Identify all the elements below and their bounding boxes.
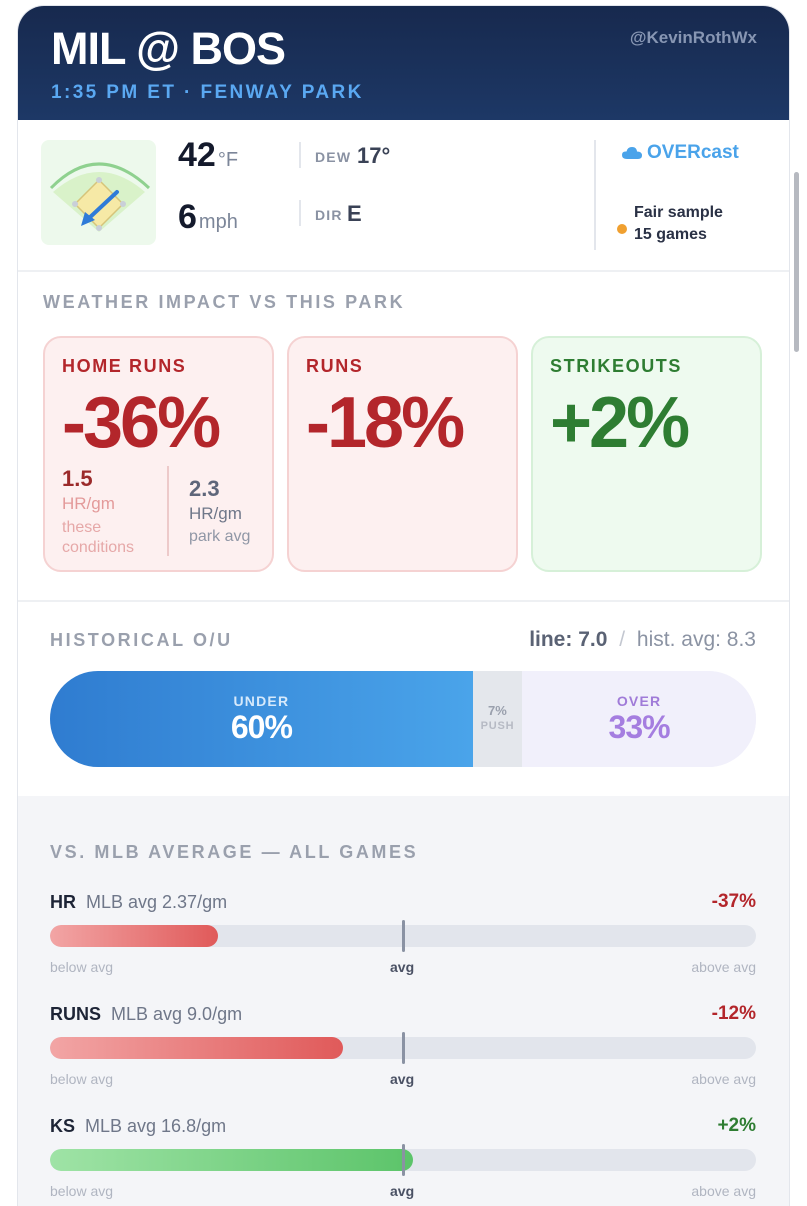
divider: [299, 200, 301, 226]
sample-size: Fair sample 15 games: [634, 202, 723, 246]
hr-conditions-value: 1.5: [62, 466, 93, 491]
push-segment: 7% PUSH: [472, 671, 523, 767]
home-runs-value: -36%: [62, 383, 221, 463]
runs-card: RUNS -18%: [287, 336, 518, 572]
below-avg-caption: below avg: [50, 959, 114, 975]
ou-divider: /: [619, 628, 626, 651]
cloud-icon: [622, 147, 642, 159]
stat-label: KS: [50, 1116, 76, 1136]
strikeouts-value: +2%: [550, 383, 690, 463]
ou-bar: UNDER 60% 7% PUSH OVER 33%: [50, 671, 756, 767]
sample-count: 15 games: [634, 226, 707, 243]
mlb-heading: VS. MLB AVERAGE — ALL GAMES: [50, 842, 419, 862]
hr-park-unit: HR/gm: [189, 504, 242, 523]
stat-label: RUNS: [50, 1004, 102, 1024]
over-label: OVER: [616, 693, 662, 709]
stat-mlb-avg: MLB avg 9.0/gm: [111, 1004, 243, 1024]
stat-delta: -12%: [711, 1003, 756, 1024]
hr-conditions-unit: HR/gm: [62, 494, 115, 513]
matchup-title: MIL @ BOS: [51, 23, 286, 74]
temperature-unit: °F: [217, 149, 239, 171]
avg-caption: avg: [390, 1071, 415, 1087]
sky-condition: OVERcast: [622, 142, 739, 164]
strikeouts-card: STRIKEOUTS +2%: [531, 336, 762, 572]
sample-quality: Fair sample: [634, 204, 723, 221]
caption-line: conditions: [62, 539, 135, 556]
dew-value: 17°: [357, 143, 391, 168]
stat-fill: [50, 925, 218, 947]
over-value: 33%: [608, 709, 671, 745]
strikeouts-label: STRIKEOUTS: [550, 356, 683, 376]
divider: [167, 466, 169, 556]
over-segment: OVER 33%: [522, 671, 756, 767]
mlb-comparison-section: VS. MLB AVERAGE — ALL GAMES HR MLB avg 2.…: [18, 796, 789, 1206]
push-label: PUSH: [480, 720, 515, 732]
avg-marker: [402, 920, 405, 952]
stat-delta: +2%: [717, 1115, 756, 1136]
runs-value: -18%: [306, 383, 465, 463]
above-avg-caption: above avg: [691, 959, 756, 975]
divider: [299, 142, 301, 168]
wind-speed-unit: mph: [198, 211, 238, 233]
below-avg-caption: below avg: [50, 1071, 114, 1087]
stat-mlb-avg: MLB avg 16.8/gm: [85, 1116, 227, 1136]
dew-label: DEW: [315, 149, 352, 165]
under-label: UNDER: [233, 693, 290, 709]
divider: [594, 140, 596, 250]
under-segment: UNDER 60%: [50, 671, 473, 767]
avg-caption: avg: [390, 959, 415, 975]
stat-delta: -37%: [711, 891, 756, 912]
author-handle[interactable]: @KevinRothWx: [629, 28, 757, 47]
below-avg-caption: below avg: [50, 1183, 114, 1199]
game-time-venue: 1:35 PM ET · FENWAY PARK: [51, 82, 364, 103]
above-avg-caption: above avg: [691, 1071, 756, 1087]
stat-fill: [50, 1037, 343, 1059]
push-value: 7%: [488, 703, 507, 718]
impact-heading: WEATHER IMPACT VS THIS PARK: [43, 292, 406, 312]
ou-line-info: line: 7.0 / hist. avg: 8.3: [529, 628, 756, 652]
stat-fill: [50, 1149, 414, 1171]
avg-marker: [402, 1032, 405, 1064]
game-card: MIL @ BOS 1:35 PM ET · FENWAY PARK @Kevi…: [18, 6, 789, 1206]
home-runs-card: HOME RUNS -36% 1.5 HR/gm these condition…: [43, 336, 274, 572]
home-runs-label: HOME RUNS: [62, 356, 187, 376]
historical-ou-section: HISTORICAL O/U line: 7.0 / hist. avg: 8.…: [18, 600, 789, 798]
dir-value: E: [347, 201, 362, 226]
ballpark-wind-icon: [41, 140, 156, 245]
temperature-value: 42: [178, 136, 216, 174]
stat-name: RUNS MLB avg 9.0/gm: [50, 1004, 242, 1025]
hr-park-caption: park avg: [189, 528, 251, 545]
stat-name: KS MLB avg 16.8/gm: [50, 1116, 226, 1137]
runs-label: RUNS: [306, 356, 364, 376]
above-avg-caption: above avg: [691, 1183, 756, 1199]
hr-park-value: 2.3: [189, 476, 220, 501]
stat-mlb-avg: MLB avg 2.37/gm: [86, 892, 228, 912]
caption-line: these: [62, 519, 102, 536]
under-value: 60%: [230, 709, 293, 745]
avg-caption: avg: [390, 1183, 415, 1199]
sample-quality-dot-icon: [617, 224, 627, 234]
hr-conditions-caption: these conditions: [62, 518, 134, 558]
scrollbar[interactable]: [794, 172, 799, 352]
temperature: 42 °F: [178, 136, 238, 175]
stat-label: HR: [50, 892, 76, 912]
wind-speed: 6 mph: [178, 198, 238, 237]
stat-name: HR MLB avg 2.37/gm: [50, 892, 227, 913]
sky-condition-label: OVERcast: [647, 142, 739, 163]
avg-marker: [402, 1144, 405, 1176]
ou-hist-avg: hist. avg: 8.3: [636, 628, 756, 651]
weather-conditions: 42 °F 6 mph DEW 17° DIR E OVERcast Fair sa…: [18, 120, 789, 272]
wind-speed-value: 6: [178, 198, 197, 236]
ou-line: line: 7.0: [529, 628, 608, 651]
ou-heading: HISTORICAL O/U: [50, 630, 233, 650]
card-header: MIL @ BOS 1:35 PM ET · FENWAY PARK @Kevi…: [18, 6, 789, 120]
dir-label: DIR: [315, 207, 343, 223]
